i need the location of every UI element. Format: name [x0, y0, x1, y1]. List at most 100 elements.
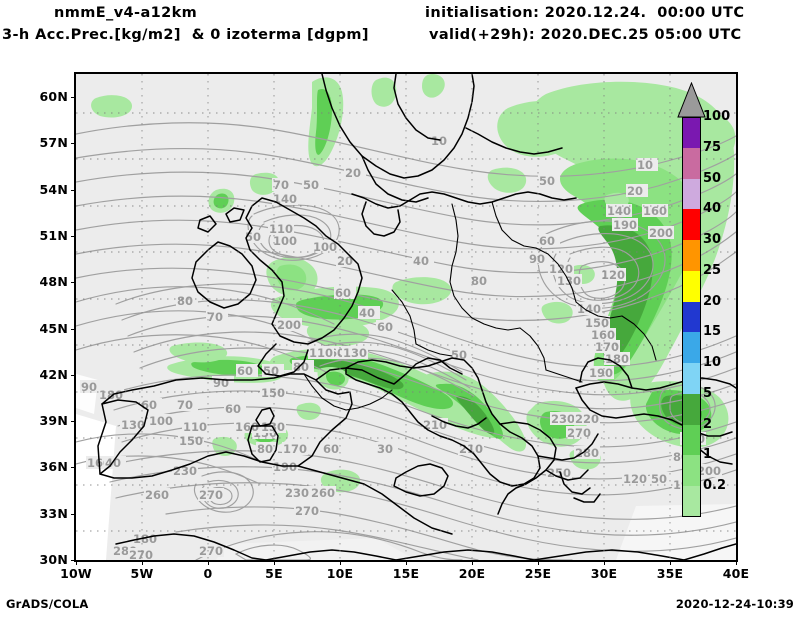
svg-text:80: 80 [177, 294, 193, 308]
longitude-tick-label: 20E [458, 566, 486, 581]
latitude-tick-label: 51N [39, 228, 68, 243]
colorbar-tick-label: 10 [703, 355, 722, 371]
svg-text:270: 270 [295, 504, 319, 518]
svg-text:270: 270 [129, 548, 153, 560]
colorbar-tick-label: 5 [703, 385, 713, 401]
svg-text:50: 50 [651, 472, 667, 486]
longitude-tick-label: 40E [722, 566, 750, 581]
svg-text:110: 110 [269, 222, 293, 236]
svg-text:30: 30 [377, 442, 393, 456]
longitude-tick-label: 5W [130, 566, 154, 581]
latitude-tick-label: 54N [39, 181, 68, 197]
colorbar-tick-label: 1 [703, 447, 713, 463]
svg-text:120: 120 [601, 268, 625, 282]
colorbar-tick-label: 20 [703, 293, 722, 309]
colorbar-segment[interactable] [682, 455, 701, 487]
svg-text:220: 220 [575, 412, 599, 426]
svg-text:40: 40 [413, 254, 429, 268]
svg-text:20: 20 [627, 184, 643, 198]
svg-text:210: 210 [423, 418, 447, 432]
longitude-tick-label: 10E [326, 566, 354, 581]
svg-text:60: 60 [539, 234, 555, 248]
colorbar-tick-label: 25 [703, 262, 722, 278]
valid-time-label: valid(+29h): 2020.DEC.25 05:00 UTC [429, 27, 742, 43]
map-plot-area: 70 50 140 110 100 80 50 60 60 60 50 60 [74, 72, 738, 562]
longitude-tick-label: 15E [392, 566, 420, 581]
svg-text:20: 20 [337, 254, 353, 268]
colorbar-tick-label: 50 [703, 170, 722, 186]
latitude-tick-label: 30N [39, 552, 68, 567]
svg-text:160: 160 [591, 328, 615, 342]
initialisation-label: initialisation: 2020.12.24. 00:00 UTC [425, 5, 745, 21]
svg-text:90: 90 [213, 376, 229, 390]
colorbar-segment[interactable] [682, 301, 701, 333]
latitude-tick-label: 36N [39, 459, 68, 475]
contour-value-labels: 70 50 140 110 100 80 50 60 60 60 50 60 [80, 134, 722, 560]
precipitation-map: 70 50 140 110 100 80 50 60 60 60 50 60 [76, 74, 736, 560]
colorbar-segment[interactable] [682, 486, 701, 517]
svg-text:190: 190 [613, 218, 637, 232]
footer-timestamp-label: 2020-12-24-10:39 [675, 597, 794, 611]
svg-text:130: 130 [343, 346, 367, 360]
svg-text:20: 20 [345, 166, 361, 180]
latitude-tick-label: 48N [39, 274, 68, 290]
svg-text:150: 150 [585, 316, 609, 330]
svg-text:100: 100 [273, 234, 297, 248]
latitude-tick-label: 57N [39, 135, 68, 151]
svg-text:10: 10 [637, 158, 653, 172]
svg-text:70: 70 [273, 178, 289, 192]
svg-text:210: 210 [459, 442, 483, 456]
svg-text:60: 60 [141, 398, 157, 412]
svg-text:200: 200 [649, 226, 673, 240]
svg-text:160: 160 [235, 420, 259, 434]
svg-text:150: 150 [179, 434, 203, 448]
latitude-tick-label: 42N [39, 366, 68, 382]
colorbar-tick-label: 75 [703, 139, 722, 155]
colorbar-segment[interactable] [682, 393, 701, 425]
svg-text:190: 190 [273, 460, 297, 474]
latitude-tick-label: 39N [39, 413, 68, 429]
latitude-tick-label: 33N [39, 505, 68, 521]
svg-text:110: 110 [309, 346, 333, 360]
svg-text:200: 200 [277, 318, 301, 332]
svg-text:90: 90 [529, 252, 545, 266]
svg-text:100: 100 [149, 414, 173, 428]
svg-text:270: 270 [199, 488, 223, 502]
svg-text:260: 260 [145, 488, 169, 502]
svg-text:190: 190 [589, 366, 613, 380]
svg-text:230: 230 [285, 486, 309, 500]
colorbar-segment[interactable] [682, 270, 701, 302]
svg-text:60: 60 [225, 402, 241, 416]
svg-text:80: 80 [293, 360, 309, 374]
svg-text:160: 160 [643, 204, 667, 218]
colorbar-segment[interactable] [682, 424, 701, 456]
longitude-tick-label: 5E [265, 566, 283, 581]
svg-text:180: 180 [133, 532, 157, 546]
svg-text:80: 80 [257, 442, 273, 456]
latitude-tick-label: 60N [39, 89, 68, 105]
colorbar-segment[interactable] [682, 117, 701, 148]
svg-text:140: 140 [607, 204, 631, 218]
colorbar-segment[interactable] [682, 209, 701, 241]
colorbar-tick-label: 15 [703, 324, 722, 340]
svg-text:180: 180 [605, 352, 629, 366]
svg-text:60: 60 [237, 364, 253, 378]
colorbar-segment[interactable] [682, 363, 701, 394]
colorbar-segment[interactable] [682, 178, 701, 210]
svg-text:250: 250 [547, 466, 571, 480]
colorbar-tick-label: 40 [703, 201, 722, 217]
svg-text:10: 10 [431, 134, 447, 148]
colorbar-segment[interactable] [682, 240, 701, 271]
longitude-tick-label: 30E [590, 566, 618, 581]
svg-text:180: 180 [99, 388, 123, 402]
svg-text:200: 200 [697, 464, 721, 478]
svg-text:140: 140 [577, 302, 601, 316]
longitude-tick-label: 0 [203, 566, 213, 581]
model-name-label: nmmE_v4-a12km [54, 5, 198, 21]
colorbar-segment[interactable] [682, 147, 701, 179]
header: nmmE_v4-a12km 3-h Acc.Prec.[kg/m2] & 0 i… [0, 0, 800, 52]
longitude-tick-label: 35E [656, 566, 684, 581]
colorbar-segment[interactable] [682, 332, 701, 364]
precipitation-colorbar[interactable] [682, 117, 701, 517]
